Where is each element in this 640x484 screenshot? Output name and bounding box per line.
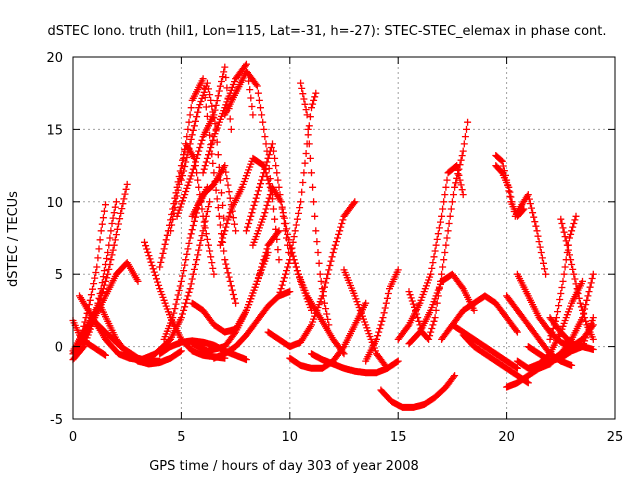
series-points [405,270,478,348]
series-41 [492,162,550,278]
plot-frame [72,56,616,420]
series-40 [492,152,528,220]
series-25 [275,89,320,300]
series-points [264,198,359,351]
series-points [503,346,576,391]
series-21 [188,227,283,336]
x-axis-ticks: 0 5 10 15 20 25 [69,57,623,445]
series-points [448,321,521,372]
x-tick-label: 0 [69,430,77,445]
series-38 [448,321,521,372]
x-axis-label: GPS time / hours of day 303 of year 2008 [149,459,419,474]
series-points [188,227,283,336]
series-11 [156,140,218,278]
series-27 [286,241,348,358]
series-points [95,299,185,368]
series-28 [264,198,359,351]
series-points [492,152,528,220]
y-tick-label: 10 [46,196,63,211]
y-axis-ticks: -5 0 5 10 15 20 [46,51,615,428]
series-points [492,162,550,278]
series-points [210,288,294,362]
series-points [160,183,211,343]
y-tick-label: 5 [55,268,63,283]
y-tick-label: 20 [46,51,63,66]
series-points [286,241,348,358]
x-tick-label: 5 [177,430,185,445]
series-10 [160,183,211,343]
series-points [438,292,521,343]
x-tick-label: 20 [498,430,515,445]
series-30 [308,350,402,377]
chart-title: dSTEC Iono. truth (hil1, Lon=115, Lat=-3… [47,24,606,39]
y-tick-label: 0 [55,341,63,356]
series-9 [134,198,214,365]
series-points [167,75,240,307]
series-35 [394,162,467,343]
series-46 [546,212,580,343]
series-7 [95,299,185,368]
y-tick-label: -5 [50,413,63,428]
data-points [69,60,597,411]
series-50 [546,314,597,351]
series-points [156,140,218,278]
x-tick-label: 10 [282,430,299,445]
y-axis-label: dSTEC / TECUs [6,191,21,287]
series-37 [438,292,521,343]
x-tick-label: 25 [607,430,624,445]
series-14 [173,63,235,220]
series-36 [405,270,478,348]
series-points [177,79,229,235]
series-points [394,162,467,343]
series-points [134,198,214,365]
series-49 [503,346,576,391]
series-points [377,372,459,411]
x-tick-label: 15 [390,430,407,445]
series-33 [377,372,459,411]
series-18 [216,154,276,249]
series-12 [177,79,229,235]
series-points [173,63,235,220]
series-points [546,314,597,351]
series-13 [167,75,240,307]
series-points [216,154,276,249]
series-points [546,212,580,343]
y-tick-label: 15 [46,123,63,138]
series-points [308,350,402,377]
series-points [362,266,402,365]
series-points [275,89,320,300]
series-24 [210,288,294,362]
series-32 [362,266,402,365]
